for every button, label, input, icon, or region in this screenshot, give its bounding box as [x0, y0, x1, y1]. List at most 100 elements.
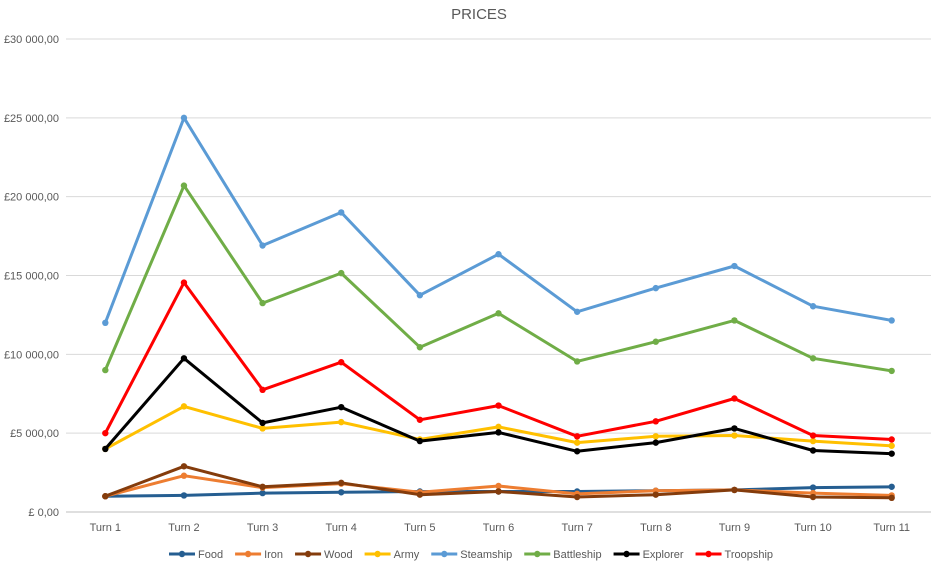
- data-point: [731, 395, 738, 402]
- x-tick-label: Turn 11: [873, 522, 910, 534]
- x-tick-label: Turn 5: [404, 522, 435, 534]
- x-tick-label: Turn 9: [719, 522, 750, 534]
- data-point: [416, 344, 424, 351]
- data-point: [338, 489, 345, 496]
- data-point: [102, 366, 109, 374]
- data-point: [338, 209, 345, 216]
- data-point: [259, 299, 266, 307]
- data-point: [652, 418, 659, 425]
- data-point: [180, 279, 188, 286]
- data-point: [495, 482, 502, 490]
- series-line: [103, 116, 894, 325]
- data-point: [652, 439, 659, 446]
- data-point: [495, 423, 502, 431]
- data-point: [495, 310, 502, 317]
- series-explorer: [102, 355, 895, 457]
- data-point: [495, 429, 502, 436]
- x-tick-label: Turn 2: [168, 522, 199, 534]
- data-point: [338, 269, 345, 277]
- x-tick-label: Turn 6: [483, 522, 514, 534]
- data-point: [180, 182, 188, 189]
- data-point: [259, 425, 266, 432]
- legend-label: Battleship: [553, 549, 601, 561]
- data-point: [888, 483, 895, 490]
- data-point: [809, 447, 817, 454]
- data-point: [809, 355, 817, 362]
- chart-title: PRICES: [451, 6, 507, 23]
- series-troopship: [102, 279, 895, 443]
- data-point: [731, 486, 738, 494]
- legend-marker: [178, 550, 186, 558]
- data-point: [180, 355, 188, 362]
- legend-item: Wood: [295, 549, 353, 561]
- legend-marker: [374, 550, 381, 558]
- y-tick-label: £30 000,00: [4, 34, 59, 46]
- legend-marker: [441, 550, 448, 558]
- data-point: [416, 437, 424, 445]
- data-point: [731, 425, 738, 432]
- y-tick-label: £25 000,00: [4, 113, 59, 125]
- data-point: [652, 433, 659, 440]
- data-point: [573, 448, 581, 455]
- data-point: [809, 484, 817, 491]
- series-line: [103, 184, 894, 373]
- x-axis: Turn 1 Turn 2 Turn 3 Turn 4 Turn 5 Turn 6 Turn…: [90, 522, 910, 534]
- data-point: [180, 492, 188, 499]
- data-point: [809, 432, 817, 439]
- data-point: [888, 494, 895, 502]
- legend-item: Troopship: [695, 549, 774, 561]
- data-point: [180, 403, 188, 410]
- legend-marker: [623, 550, 630, 558]
- data-point: [102, 445, 109, 453]
- data-point: [573, 439, 581, 446]
- data-point: [573, 308, 581, 315]
- x-tick-label: Turn 10: [794, 522, 832, 534]
- legend-label: Army: [394, 549, 420, 561]
- legend-label: Troopship: [725, 549, 774, 561]
- series-steamship: [102, 114, 895, 326]
- legend-label: Iron: [264, 549, 283, 561]
- legend-item: Food: [169, 549, 223, 561]
- data-point: [180, 472, 188, 479]
- legend-item: Army: [364, 549, 420, 561]
- data-point: [416, 292, 424, 299]
- data-point: [495, 251, 502, 258]
- series-lines: [102, 114, 895, 502]
- data-point: [652, 338, 659, 345]
- data-point: [259, 489, 266, 497]
- legend-label: Wood: [324, 549, 353, 561]
- data-point: [495, 402, 502, 409]
- y-tick-label: £20 000,00: [4, 192, 59, 204]
- x-tick-label: Turn 3: [247, 522, 278, 534]
- x-tick-label: Turn 8: [640, 522, 671, 534]
- data-point: [809, 493, 817, 501]
- series-battleship: [102, 182, 895, 375]
- data-point: [338, 359, 345, 366]
- data-point: [259, 242, 266, 249]
- data-point: [259, 386, 266, 394]
- x-tick-label: Turn 7: [561, 522, 592, 534]
- legend-label: Food: [198, 549, 223, 561]
- legend-label: Steamship: [460, 549, 512, 561]
- data-point: [888, 367, 895, 375]
- data-point: [180, 463, 188, 470]
- x-tick-label: Turn 4: [326, 522, 357, 534]
- data-point: [888, 442, 895, 449]
- data-point: [888, 450, 895, 457]
- data-point: [259, 483, 266, 490]
- legend-item: Battleship: [524, 549, 602, 561]
- legend-item: Explorer: [613, 549, 684, 561]
- y-tick-label: £10 000,00: [4, 349, 59, 361]
- y-tick-label: £5 000,00: [10, 428, 59, 440]
- data-point: [573, 493, 581, 501]
- data-point: [652, 491, 659, 498]
- data-point: [338, 418, 345, 426]
- data-point: [573, 358, 581, 365]
- data-point: [338, 479, 345, 487]
- data-point: [652, 284, 659, 292]
- data-point: [416, 491, 424, 498]
- data-point: [180, 114, 188, 122]
- data-point: [495, 488, 502, 495]
